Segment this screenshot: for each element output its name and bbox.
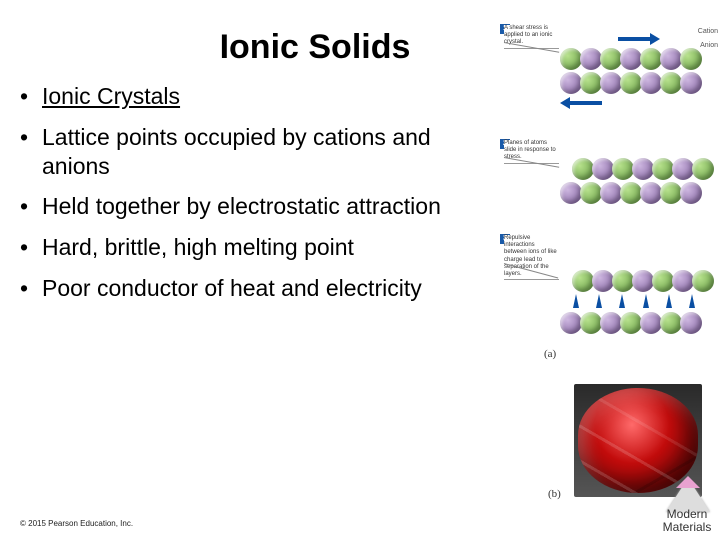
cation-ball xyxy=(572,270,594,292)
figure-caption-a: A shear stress is applied to an ionic cr… xyxy=(504,25,559,49)
anion-ball xyxy=(640,182,662,204)
logo-pyramid-cap-icon xyxy=(676,476,700,488)
footer-logo-label: Modern Materials xyxy=(660,508,714,534)
shear-arrow-left xyxy=(560,98,602,108)
cation-ball xyxy=(692,158,714,180)
panel-label-b: (b) xyxy=(548,488,561,500)
panel-label-a: (a) xyxy=(544,348,556,360)
anion-ball xyxy=(632,158,654,180)
legend-cation: Cation xyxy=(698,28,718,35)
bullet-item: Held together by electrostatic attractio… xyxy=(20,192,460,221)
cation-ball xyxy=(652,158,674,180)
up-arrow-icon xyxy=(643,294,649,308)
anion-ball xyxy=(600,312,622,334)
anion-ball xyxy=(640,312,662,334)
cation-ball xyxy=(660,182,682,204)
anion-ball xyxy=(560,182,582,204)
cation-ball xyxy=(620,182,642,204)
anion-ball xyxy=(680,182,702,204)
cation-ball xyxy=(620,312,642,334)
bullet-item: Hard, brittle, high melting point xyxy=(20,233,460,262)
up-arrow-icon xyxy=(573,294,579,308)
cation-ball xyxy=(660,72,682,94)
anion-ball xyxy=(672,270,694,292)
separation-arrows xyxy=(564,294,704,308)
bullet-text: Held together by electrostatic attractio… xyxy=(42,193,441,219)
lattice-row-top xyxy=(560,270,705,290)
anion-ball xyxy=(672,158,694,180)
anion-ball xyxy=(600,72,622,94)
bullet-item: Ionic Crystals xyxy=(20,82,460,111)
cation-ball xyxy=(612,270,634,292)
up-arrow-icon xyxy=(596,294,602,308)
lattice-grid xyxy=(560,158,705,216)
anion-ball xyxy=(640,72,662,94)
anion-ball xyxy=(680,72,702,94)
bullet-item: Lattice points occupied by cations and a… xyxy=(20,123,460,181)
bullet-item: Poor conductor of heat and electricity xyxy=(20,274,460,303)
lattice-panel-2 xyxy=(500,158,705,216)
lattice-row-bottom xyxy=(560,312,705,332)
anion-ball xyxy=(600,182,622,204)
anion-ball xyxy=(660,48,682,70)
cation-ball xyxy=(640,48,662,70)
cation-ball xyxy=(600,48,622,70)
bullet-list: Ionic Crystals Lattice points occupied b… xyxy=(20,82,460,315)
cation-ball xyxy=(692,270,714,292)
anion-ball xyxy=(680,312,702,334)
anion-ball xyxy=(560,72,582,94)
cation-ball xyxy=(652,270,674,292)
lattice-panel-3 xyxy=(500,270,705,332)
anion-ball xyxy=(632,270,654,292)
copyright-text: © 2015 Pearson Education, Inc. xyxy=(20,519,133,528)
anion-ball xyxy=(580,48,602,70)
up-arrow-icon xyxy=(666,294,672,308)
cation-ball xyxy=(580,72,602,94)
anion-ball xyxy=(560,312,582,334)
cation-ball xyxy=(580,312,602,334)
anion-ball xyxy=(592,158,614,180)
cation-ball xyxy=(680,48,702,70)
cation-ball xyxy=(572,158,594,180)
cation-ball xyxy=(560,48,582,70)
bullet-text: Lattice points occupied by cations and a… xyxy=(42,124,431,179)
cation-ball xyxy=(612,158,634,180)
shear-arrow-right xyxy=(618,34,660,44)
up-arrow-icon xyxy=(619,294,625,308)
bullet-text: Hard, brittle, high melting point xyxy=(42,234,354,260)
bullet-text: Ionic Crystals xyxy=(42,83,180,109)
cation-ball xyxy=(620,72,642,94)
lattice-panel-1 xyxy=(500,48,705,106)
figure-column: 1 A shear stress is applied to an ionic … xyxy=(500,10,720,530)
up-arrow-icon xyxy=(689,294,695,308)
anion-ball xyxy=(592,270,614,292)
cation-ball xyxy=(660,312,682,334)
bullet-text: Poor conductor of heat and electricity xyxy=(42,275,422,301)
anion-ball xyxy=(620,48,642,70)
cation-ball xyxy=(580,182,602,204)
